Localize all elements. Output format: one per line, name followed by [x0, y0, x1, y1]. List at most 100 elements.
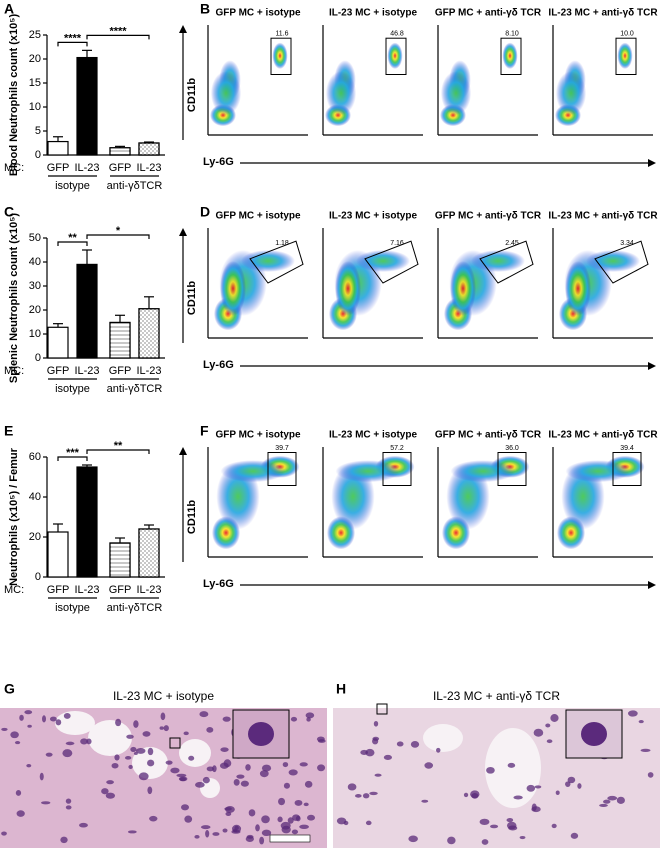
group-label: anti-γδTCR: [107, 602, 163, 614]
inset-cell: [581, 722, 607, 746]
gate-value: 11.6: [275, 31, 288, 38]
nucleus: [506, 821, 517, 830]
nucleus: [195, 781, 205, 788]
nucleus: [245, 764, 251, 771]
y-tick-label: 20: [29, 53, 41, 65]
significance-bracket: [86, 449, 150, 454]
group-label: anti-γδTCR: [107, 383, 163, 395]
panel-label: E: [4, 423, 13, 439]
nucleus: [463, 792, 469, 798]
nucleus: [365, 820, 372, 826]
nucleus: [200, 825, 211, 830]
nucleus: [245, 835, 254, 842]
nucleus: [205, 829, 210, 838]
nucleus: [365, 748, 375, 757]
nucleus: [546, 739, 553, 744]
gate-value: 39.7: [275, 445, 289, 452]
density-cloud: [210, 71, 242, 116]
bar: [76, 466, 98, 578]
category-prefix: MC:: [4, 365, 24, 377]
nucleus: [408, 835, 418, 843]
nucleus: [283, 782, 291, 789]
nucleus: [10, 731, 19, 739]
nucleus: [138, 772, 149, 781]
nucleus: [534, 785, 542, 789]
nucleus: [176, 773, 187, 778]
fat-cell: [179, 739, 211, 767]
bar-pattern: [109, 147, 131, 156]
nucleus: [507, 762, 516, 768]
nucleus: [436, 747, 441, 753]
nucleus: [55, 719, 62, 726]
nucleus: [224, 807, 232, 811]
density-cloud: [387, 42, 403, 69]
arrow-head: [179, 447, 187, 455]
panel-label: B: [200, 1, 210, 17]
nucleus: [126, 734, 134, 739]
nucleus: [65, 798, 72, 804]
nucleus: [202, 776, 210, 784]
nucleus: [490, 824, 499, 829]
nucleus: [206, 766, 214, 772]
inset-source: [169, 737, 181, 749]
flow-x-label: Ly-6G: [203, 359, 234, 371]
nucleus: [65, 741, 75, 746]
density-cloud: [565, 261, 591, 316]
nucleus: [248, 809, 256, 817]
nucleus: [470, 790, 480, 799]
nucleus: [181, 804, 190, 811]
fat-cell: [88, 720, 132, 756]
nucleus: [640, 748, 651, 752]
nucleus: [360, 749, 368, 755]
nucleus: [567, 776, 576, 784]
density-cloud: [565, 460, 631, 483]
nucleus: [225, 811, 232, 816]
nucleus: [304, 780, 313, 788]
arrow-head: [648, 581, 656, 589]
nucleus: [317, 764, 326, 772]
nucleus: [410, 741, 420, 748]
flow-title: GFP MC + anti-γδ TCR: [435, 211, 542, 222]
nucleus: [24, 710, 33, 715]
nucleus: [299, 824, 309, 830]
panel-label: A: [4, 1, 14, 17]
density-cloud: [272, 42, 288, 69]
flow-x-label: Ly-6G: [203, 156, 234, 168]
y-tick-label: 40: [29, 491, 41, 503]
nucleus: [111, 762, 119, 769]
nucleus: [236, 774, 245, 779]
density-cloud: [502, 42, 518, 69]
nucleus: [647, 772, 654, 778]
significance-bracket: [86, 234, 150, 239]
nucleus: [291, 829, 299, 835]
nucleus: [194, 835, 200, 839]
nucleus: [373, 720, 379, 727]
y-tick-label: 0: [35, 352, 41, 364]
nucleus: [16, 810, 25, 817]
panel-label: H: [336, 681, 346, 697]
nucleus: [63, 713, 71, 719]
y-tick-label: 5: [35, 125, 41, 137]
nucleus: [19, 714, 24, 721]
nucleus: [41, 801, 51, 805]
nucleus: [212, 832, 220, 836]
y-tick-label: 0: [35, 571, 41, 583]
nucleus: [282, 762, 289, 768]
y-tick-label: 40: [29, 256, 41, 268]
arrow-head: [179, 25, 187, 33]
nucleus: [533, 728, 544, 737]
nucleus: [551, 823, 557, 829]
flow-title: IL-23 MC + isotype: [329, 211, 418, 222]
nucleus: [233, 778, 240, 786]
nucleus: [183, 731, 189, 736]
significance-label: *: [116, 225, 121, 237]
nucleus: [292, 814, 300, 821]
nucleus: [163, 725, 169, 732]
nucleus: [135, 748, 146, 754]
gate-value: 39.4: [620, 445, 634, 452]
inset-source: [376, 703, 388, 715]
nucleus: [42, 715, 47, 723]
y-tick-label: 30: [29, 280, 41, 292]
nucleus: [550, 714, 559, 722]
nucleus: [15, 789, 22, 796]
